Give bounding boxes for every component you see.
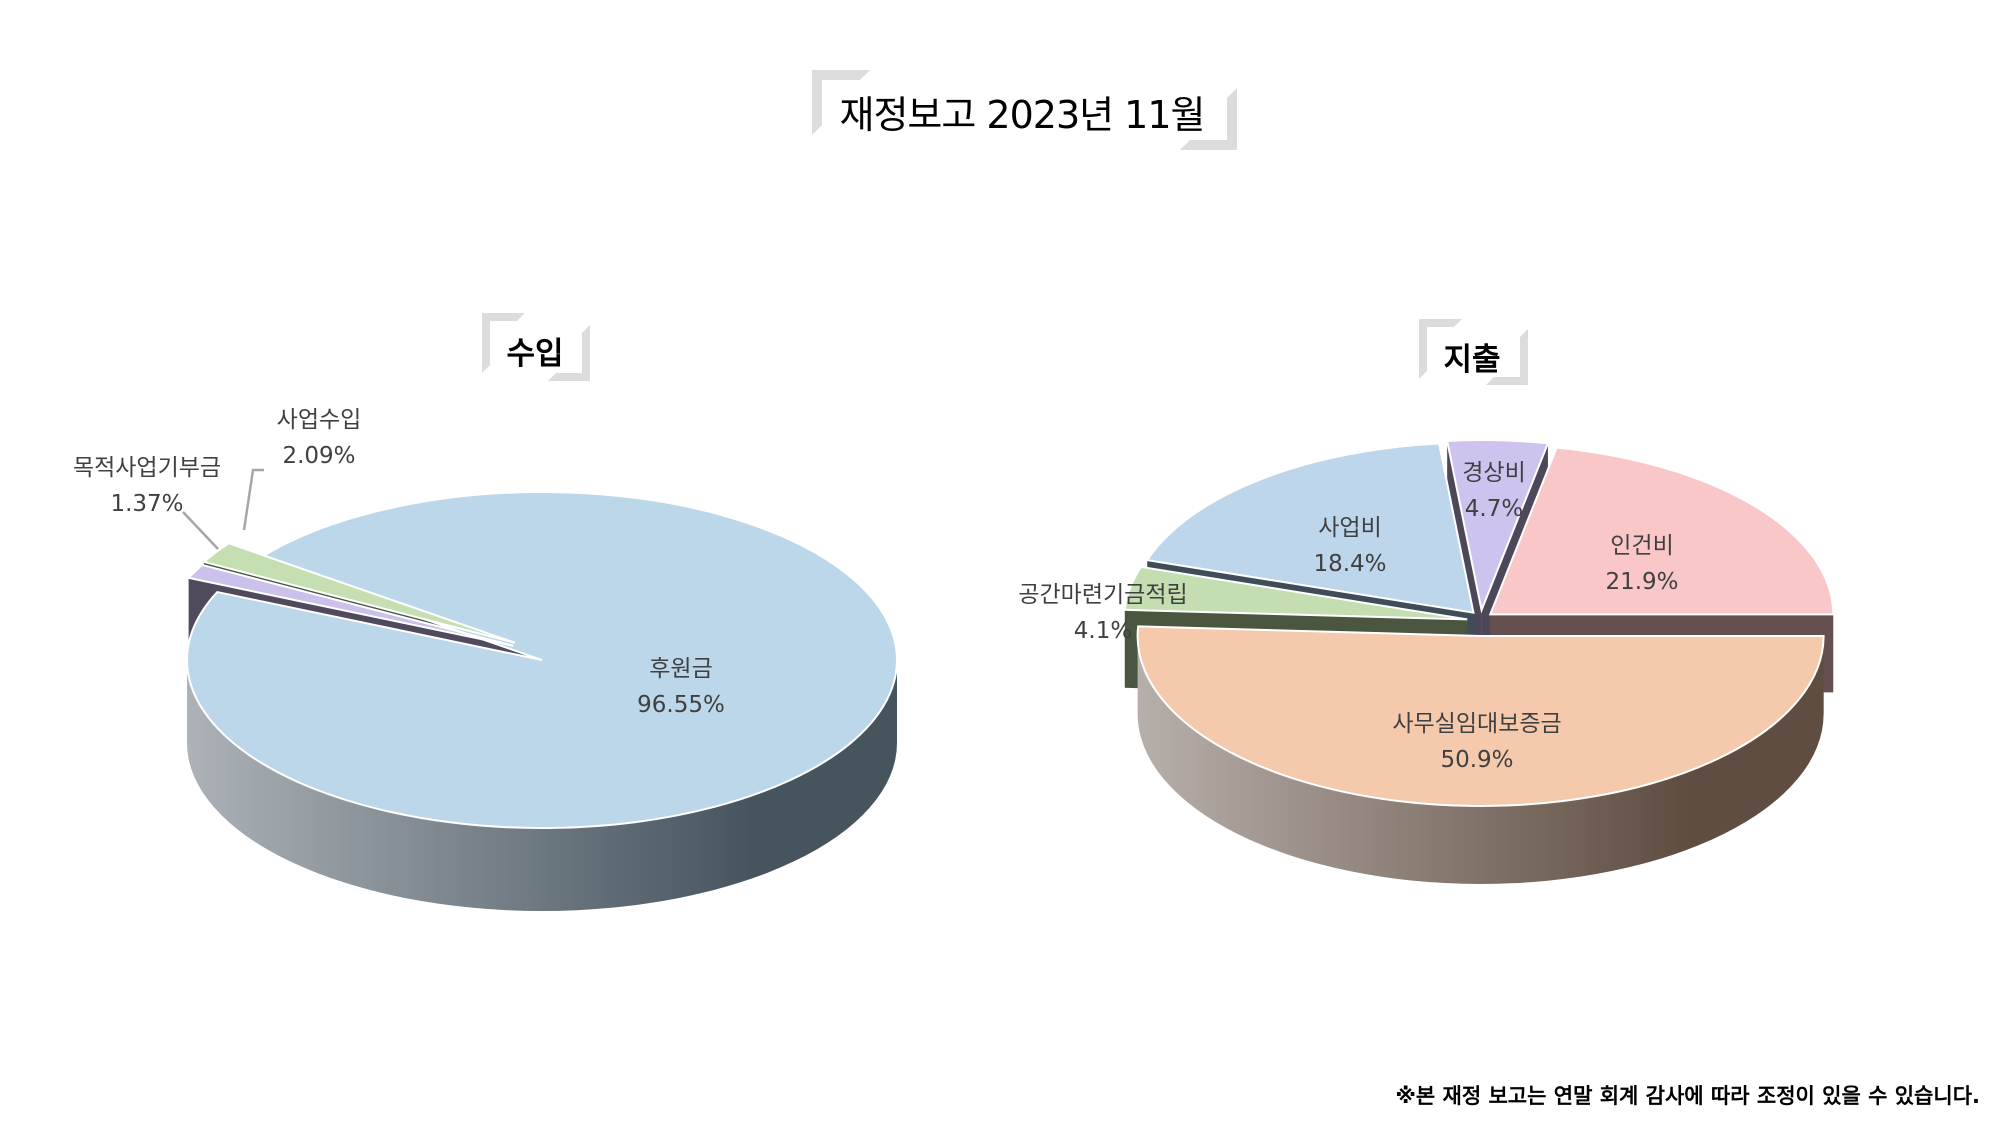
label-name: 목적사업기부금 [72, 455, 222, 481]
label-space-fund: 공간마련기금적립 4.1% [953, 577, 1253, 649]
label-name: 사업수입 [276, 407, 362, 433]
label-value: 4.7% [1464, 496, 1524, 522]
label-office-deposit: 사무실임대보증금 50.9% [1327, 706, 1627, 778]
label-purpose-donation: 목적사업기부금 1.37% [0, 450, 297, 522]
label-name: 사무실임대보증금 [1392, 711, 1562, 737]
leader-line-purpose-donation [182, 511, 219, 550]
leader-lines [182, 468, 264, 550]
pie-slice-0-1 [186, 563, 514, 647]
label-name: 사업비 [1318, 515, 1382, 541]
pie-slice-1-1 [1123, 565, 1468, 621]
income-chart-title: 수입 [506, 336, 564, 372]
label-operating-cost: 경상비 4.7% [1344, 455, 1644, 527]
pie-slice-1-4 [1488, 446, 1835, 616]
label-value: 96.55% [637, 692, 725, 718]
label-donation: 후원금 96.55% [531, 651, 831, 723]
pie-slice-1-2 [1145, 442, 1475, 614]
income-pie [186, 491, 898, 911]
expense-pie [1123, 439, 1835, 884]
label-value: 50.9% [1440, 747, 1514, 773]
pie-slice-1-3 [1445, 439, 1550, 614]
label-project-cost: 사업비 18.4% [1200, 510, 1500, 582]
pie-slice-0-2 [201, 542, 516, 644]
label-value: 21.9% [1605, 569, 1679, 595]
pie-slice-0-0 [186, 491, 898, 829]
label-name: 공간마련기금적립 [1018, 582, 1188, 608]
footnote: ※본 재정 보고는 연말 회계 감사에 따라 조정이 있을 수 있습니다. [1395, 1084, 1980, 1108]
label-name: 후원금 [649, 656, 713, 682]
label-personnel-cost: 인건비 21.9% [1492, 528, 1792, 600]
expense-heading-bracket [1419, 319, 1528, 385]
pie-slice-side [1137, 635, 1824, 884]
title-bracket [812, 70, 1237, 150]
label-value: 2.09% [282, 443, 356, 469]
label-name: 인건비 [1610, 533, 1674, 559]
pie-slice-side [187, 660, 897, 911]
leader-line-business-income [242, 468, 264, 531]
label-value: 4.1% [1073, 618, 1133, 644]
label-business-income: 사업수입 2.09% [169, 402, 469, 474]
label-name: 경상비 [1462, 460, 1526, 486]
income-heading-bracket [482, 313, 590, 381]
label-value: 18.4% [1313, 551, 1387, 577]
page-title: 재정보고 2023년 11월 [839, 93, 1206, 137]
pie-slice-1-0 [1136, 625, 1825, 807]
expense-chart-title: 지출 [1443, 342, 1501, 378]
label-value: 1.37% [110, 491, 184, 517]
